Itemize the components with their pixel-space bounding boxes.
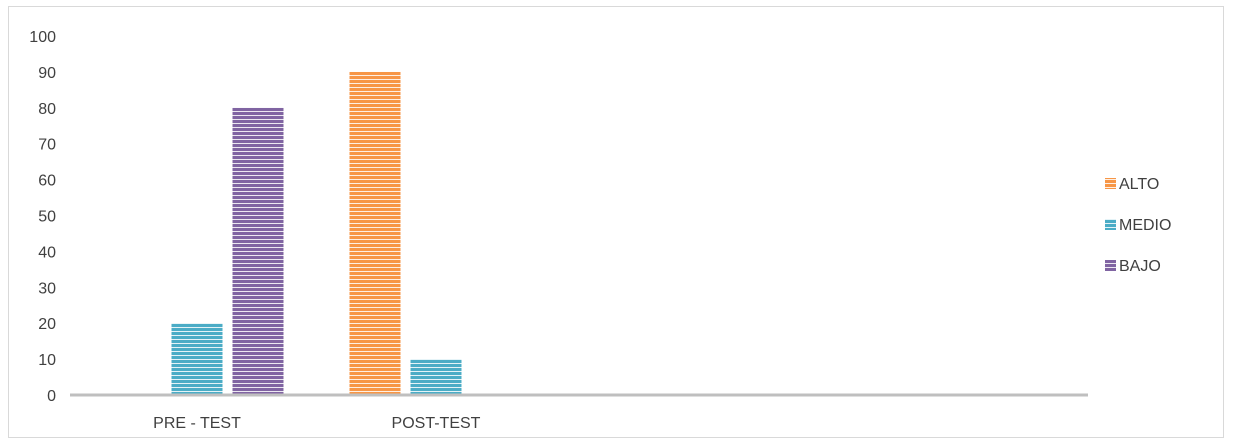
legend-item-medio: MEDIO <box>1105 217 1171 234</box>
legend-swatch-alto <box>1105 178 1116 189</box>
bar-medio-1 <box>410 359 462 395</box>
y-tick-label-70: 70 <box>38 137 56 154</box>
legend-item-alto: ALTO <box>1105 176 1159 193</box>
bar-bajo-0 <box>232 107 284 396</box>
legend-label-alto: ALTO <box>1119 176 1159 193</box>
legend-label-medio: MEDIO <box>1119 217 1171 234</box>
legend-item-bajo: BAJO <box>1105 258 1161 275</box>
legend-label-bajo: BAJO <box>1119 258 1161 275</box>
y-tick-label-0: 0 <box>47 388 56 405</box>
bars <box>171 71 462 396</box>
y-tick-label-10: 10 <box>38 352 56 369</box>
x-tick-label-0: PRE - TEST <box>153 415 241 432</box>
y-tick-label-90: 90 <box>38 65 56 82</box>
y-tick-label-100: 100 <box>29 29 56 46</box>
legend-swatch-bajo <box>1105 260 1116 271</box>
x-tick-label-1: POST-TEST <box>392 415 481 432</box>
y-tick-label-30: 30 <box>38 280 56 297</box>
y-tick-label-20: 20 <box>38 316 56 333</box>
legend: ALTO MEDIO BAJO <box>1105 176 1171 275</box>
y-axis-ticks: 0 10 20 30 40 50 60 70 80 90 100 <box>29 29 56 405</box>
y-tick-label-40: 40 <box>38 244 56 261</box>
legend-swatch-medio <box>1105 219 1116 230</box>
y-tick-label-80: 80 <box>38 101 56 118</box>
x-axis-tick-labels: PRE - TEST POST-TEST <box>153 415 481 432</box>
bar-alto-1 <box>349 71 401 396</box>
y-tick-label-60: 60 <box>38 173 56 190</box>
y-tick-label-50: 50 <box>38 209 56 226</box>
bar-medio-0 <box>171 323 223 395</box>
